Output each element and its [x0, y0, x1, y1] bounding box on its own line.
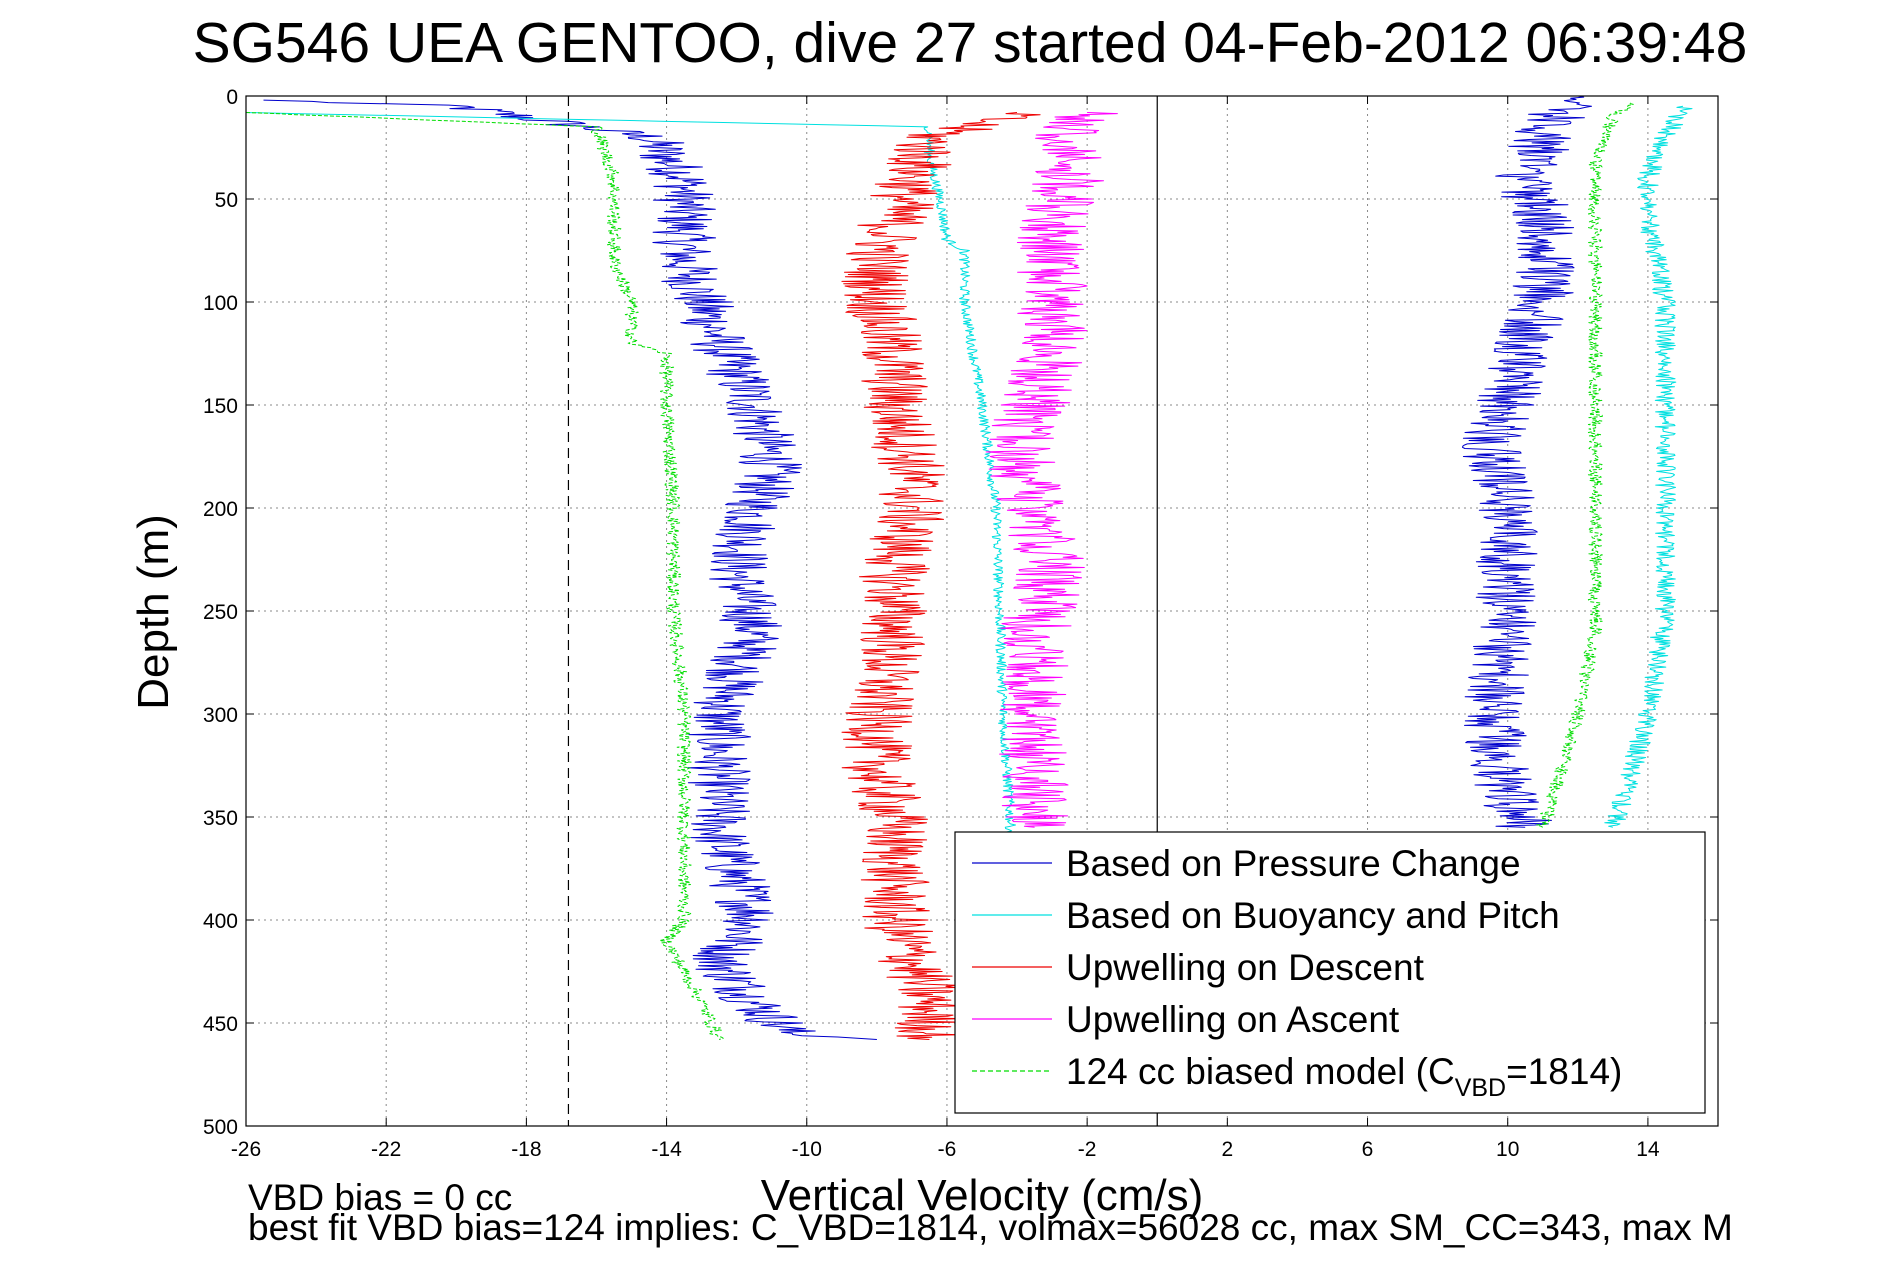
y-tick-label: 300: [203, 704, 238, 727]
chart-title: SG546 UEA GENTOO, dive 27 started 04-Feb…: [193, 11, 1748, 75]
series-line: [245, 112, 1023, 1040]
series-line: [263, 99, 877, 1040]
x-tick-label: -22: [371, 1138, 401, 1161]
series-line: [245, 112, 724, 1040]
x-tick-label: -14: [651, 1138, 682, 1161]
y-tick-label: 350: [203, 807, 238, 830]
x-tick-label: 14: [1636, 1138, 1660, 1161]
x-tick-label: -26: [231, 1138, 261, 1161]
x-tick-label: 6: [1362, 1138, 1374, 1161]
y-tick-label: 50: [215, 189, 238, 212]
legend-label: Based on Pressure Change: [1066, 843, 1521, 884]
y-tick-label: 500: [203, 1116, 238, 1139]
legend-label: 124 cc biased model (CVBD=1814): [1066, 1051, 1622, 1102]
y-tick-label: 250: [203, 601, 238, 624]
y-tick-label: 0: [226, 86, 238, 109]
legend: Based on Pressure Change Based on Buoyanc…: [954, 831, 1706, 1114]
x-axis-label: Vertical Velocity (cm/s): [761, 1171, 1204, 1220]
footer-vbd-bias: VBD bias = 0 cc: [248, 1177, 512, 1218]
series-line: [1604, 105, 1693, 828]
x-tick-label: 2: [1221, 1138, 1233, 1161]
legend-label: Upwelling on Descent: [1066, 947, 1425, 988]
series-group: [245, 95, 1693, 1040]
y-axis-label: Depth (m): [129, 514, 178, 710]
legend-label: Based on Buoyancy and Pitch: [1066, 895, 1560, 936]
x-tick-label: -18: [511, 1138, 541, 1161]
x-tick-label: -6: [938, 1138, 957, 1161]
legend-label: Upwelling on Ascent: [1066, 999, 1400, 1040]
series-line: [1536, 101, 1634, 828]
legend-box: [954, 831, 1706, 1114]
x-tick-label: 10: [1496, 1138, 1519, 1161]
x-tick-label: -10: [792, 1138, 822, 1161]
y-tick-label: 450: [203, 1013, 238, 1036]
series-line: [1462, 95, 1592, 828]
series-line: [841, 112, 1041, 1040]
y-tick-label: 400: [203, 910, 238, 933]
series-line: [985, 112, 1118, 828]
y-ticks: 0 50 100 150 200 250 300 350 400 450 500: [203, 86, 1718, 1139]
legend-entries: Based on Pressure Change Based on Buoyanc…: [972, 843, 1622, 1102]
footer-best-fit: best fit VBD bias=124 implies: C_VBD=181…: [248, 1207, 1733, 1248]
y-tick-label: 100: [203, 292, 238, 315]
x-ticks: -26 -22 -18 -14 -10 -6 -2 2 6 10 14: [231, 96, 1660, 1161]
y-tick-label: 200: [203, 498, 238, 521]
x-tick-label: -2: [1078, 1138, 1097, 1161]
y-tick-label: 150: [203, 395, 238, 418]
